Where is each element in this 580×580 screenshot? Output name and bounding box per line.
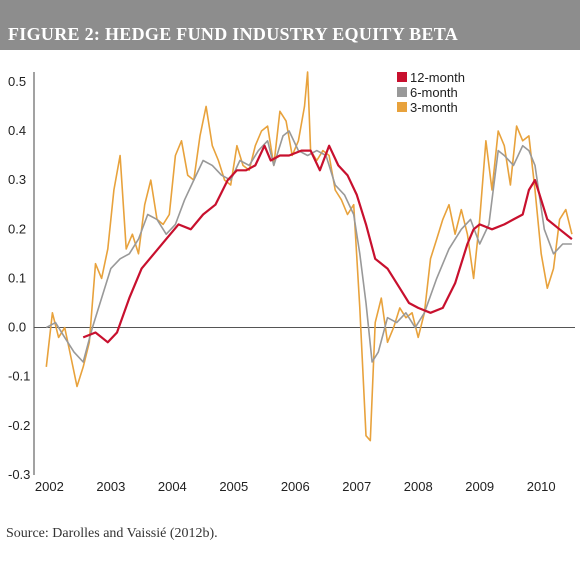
x-tick-label: 2004 [158,479,187,494]
y-tick-label: 0.1 [8,270,26,285]
y-tick-label: 0.0 [8,320,26,335]
legend-swatch [397,72,407,82]
x-tick-label: 2006 [281,479,310,494]
equity-beta-line-chart: 0.50.40.30.20.10.0-0.1-0.2-0.3 2002 2003 2… [8,70,575,494]
series-line-12-month [82,144,573,344]
y-tick-label: -0.1 [8,369,30,384]
figure-title-bar: FIGURE 2: HEDGE FUND INDUSTRY EQUITY BET… [0,0,580,50]
y-tick-label: 0.2 [8,221,26,236]
y-tick-label: -0.3 [8,467,30,482]
source-note: Source: Darolles and Vaissié (2012b). [6,526,218,541]
y-tick-label: 0.5 [8,74,26,89]
legend-swatch [397,102,407,112]
y-axis-ticks: 0.5 0.4 0.3 0.2 0.1 0.0 -0.1 -0.2 -0.3 [8,74,30,482]
x-axis-ticks: 2002 2003 2004 2005 2006 2007 2008 2009 2010 [35,479,556,494]
figure-title: FIGURE 2: HEDGE FUND INDUSTRY EQUITY BET… [8,24,459,44]
x-tick-label: 2008 [404,479,433,494]
y-tick-label: 0.3 [8,172,26,187]
x-tick-label: 2003 [96,479,125,494]
series-lines [45,71,573,442]
y-tick-label: -0.2 [8,418,30,433]
x-tick-label: 2009 [465,479,494,494]
y-tick-label: 0.4 [8,123,26,138]
legend-label: 3-month [410,100,458,115]
legend-swatch [397,87,407,97]
x-tick-label: 2005 [219,479,248,494]
legend-label: 6-month [410,85,458,100]
x-tick-label: 2002 [35,479,64,494]
x-tick-label: 2007 [342,479,371,494]
legend-label: 12-month [410,70,465,85]
x-tick-label: 2010 [527,479,556,494]
